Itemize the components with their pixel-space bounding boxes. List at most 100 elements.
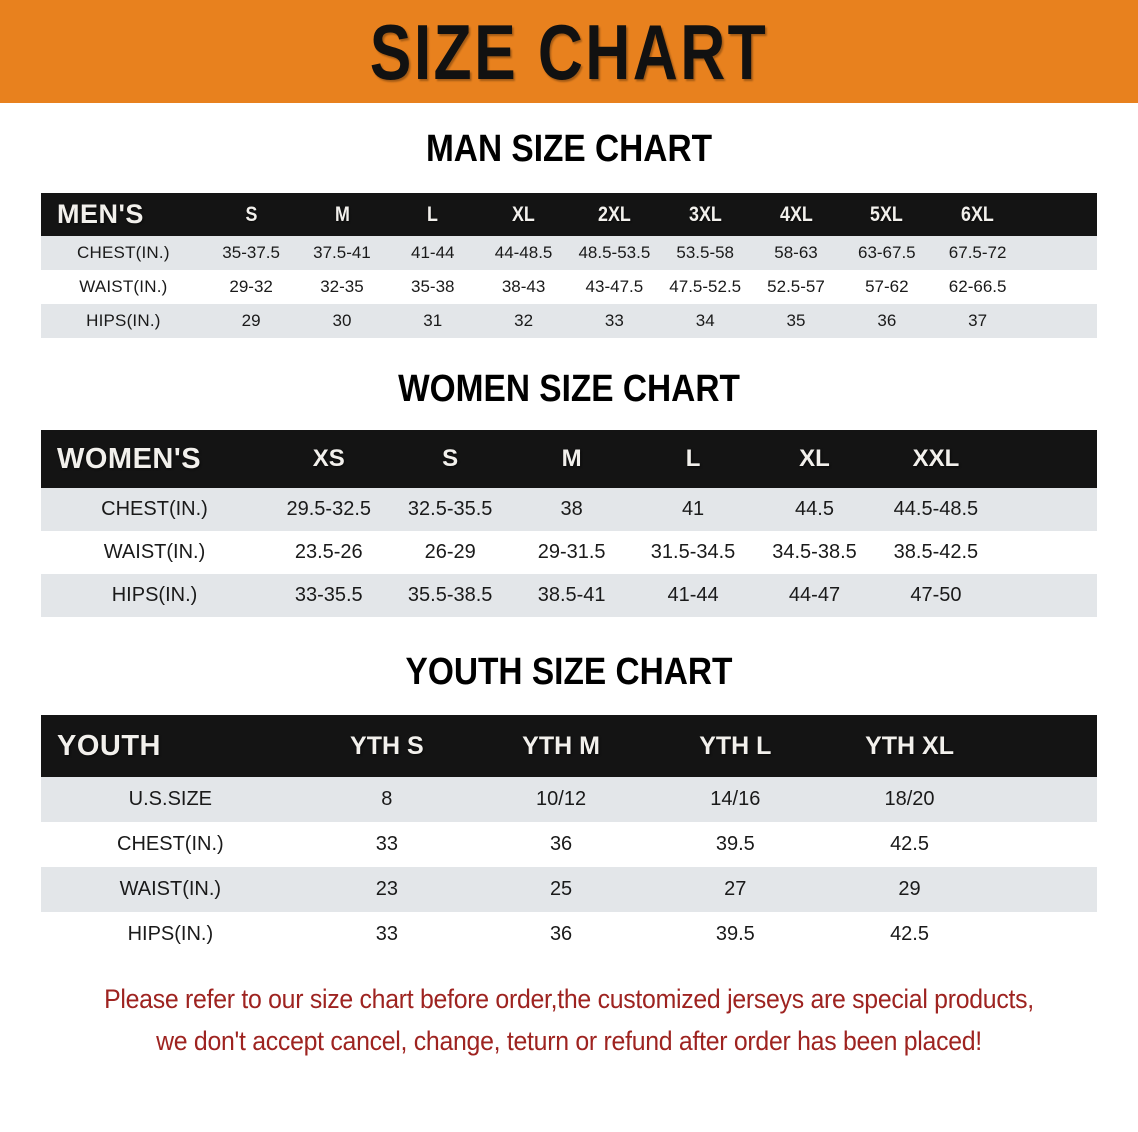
youth-hips-1: 36 xyxy=(549,923,573,945)
women-chest-3: 41 xyxy=(681,498,705,520)
youth-chest-0: 33 xyxy=(375,833,398,855)
table-row: HIPS(IN.) 33 36 39.5 42.5 xyxy=(41,912,1097,957)
man-size-table-wrapper: MEN'S S M L XL 2XL 3XL 4XL 5XL 6XL CHEST… xyxy=(41,193,1097,338)
women-hips-4: 44-47 xyxy=(788,584,841,606)
man-waist-8: 62-66.5 xyxy=(948,277,1007,296)
man-size-col-4: 2XL xyxy=(598,202,631,226)
man-chest-2: 41-44 xyxy=(411,243,455,262)
man-hips-8: 37 xyxy=(968,311,988,330)
man-size-col-3: XL xyxy=(512,202,535,226)
women-section-title: WOMEN SIZE CHART xyxy=(398,368,740,410)
man-chest-6: 58-63 xyxy=(774,243,818,262)
women-waist-2: 29-31.5 xyxy=(537,541,606,563)
man-row-label-chest: CHEST(IN.) xyxy=(77,243,170,262)
women-size-col-4: XL xyxy=(799,445,830,472)
man-hips-spacer xyxy=(1023,304,1097,338)
youth-row-label-chest: CHEST(IN.) xyxy=(117,833,224,855)
man-size-col-8: 6XL xyxy=(961,202,995,226)
youth-waist-spacer xyxy=(997,867,1097,912)
youth-table-header-row: YOUTH YTH S YTH M YTH L YTH XL xyxy=(41,715,1097,777)
disclaimer-line-1: Please refer to our size chart before or… xyxy=(104,984,1034,1014)
youth-chest-3: 42.5 xyxy=(890,833,929,855)
women-size-col-0: XS xyxy=(312,445,345,472)
man-chest-7: 63-67.5 xyxy=(857,243,916,262)
table-row: CHEST(IN.) 29.5-32.5 32.5-35.5 38 41 44.… xyxy=(41,488,1097,531)
youth-hips-3: 42.5 xyxy=(890,923,929,945)
youth-ussize-spacer xyxy=(997,777,1097,822)
youth-size-col-3: YTH XL xyxy=(865,731,954,760)
table-row: WAIST(IN.) 23.5-26 26-29 29-31.5 31.5-34… xyxy=(41,531,1097,574)
youth-size-table-wrapper: YOUTH YTH S YTH M YTH L YTH XL U.S.SIZE … xyxy=(41,715,1097,957)
man-row-label-hips: HIPS(IN.) xyxy=(86,311,161,330)
women-size-table: WOMEN'S XS S M L XL XXL CHEST(IN.) 29.5-… xyxy=(41,430,1097,617)
table-row: HIPS(IN.) 29 30 31 32 33 34 35 36 37 xyxy=(41,304,1097,338)
women-waist-5: 38.5-42.5 xyxy=(893,541,979,563)
man-chest-8: 67.5-72 xyxy=(948,243,1007,262)
man-size-col-5: 3XL xyxy=(688,202,722,226)
women-size-col-2: M xyxy=(561,445,582,472)
youth-section-title: YOUTH SIZE CHART xyxy=(405,651,733,693)
disclaimer-line-2: we don't accept cancel, change, teturn o… xyxy=(156,1025,982,1056)
page-title: SIZE CHART xyxy=(369,7,769,96)
man-hips-7: 36 xyxy=(877,311,897,330)
women-chest-5: 44.5-48.5 xyxy=(893,498,979,520)
youth-row-label-waist: WAIST(IN.) xyxy=(119,878,222,900)
page-banner: SIZE CHART xyxy=(0,0,1138,103)
man-table-body: MEN'S S M L XL 2XL 3XL 4XL 5XL 6XL CHEST… xyxy=(41,193,1097,338)
youth-size-col-0: YTH S xyxy=(350,731,424,760)
women-waist-4: 34.5-38.5 xyxy=(772,541,857,563)
youth-row-label-ussize: U.S.SIZE xyxy=(128,788,213,810)
youth-header-label: YOUTH xyxy=(57,729,161,762)
women-hips-1: 35.5-38.5 xyxy=(407,584,493,606)
women-row-label-chest: CHEST(IN.) xyxy=(101,498,208,520)
youth-waist-3: 29 xyxy=(898,878,921,900)
man-size-col-2: L xyxy=(427,202,439,226)
women-hips-2: 38.5-41 xyxy=(537,584,606,606)
man-chest-4: 48.5-53.5 xyxy=(578,243,651,262)
man-size-col-0: S xyxy=(245,202,258,226)
man-chest-0: 35-37.5 xyxy=(222,243,280,262)
table-row: CHEST(IN.) 35-37.5 37.5-41 41-44 44-48.5… xyxy=(41,236,1097,270)
man-chest-3: 44-48.5 xyxy=(494,243,553,262)
man-chest-5: 53.5-58 xyxy=(676,243,735,262)
youth-waist-2: 27 xyxy=(724,878,747,900)
man-header-label: MEN'S xyxy=(57,199,144,229)
women-hips-3: 41-44 xyxy=(667,584,719,606)
man-hips-3: 32 xyxy=(514,311,534,330)
man-size-col-spacer xyxy=(1029,193,1092,236)
women-hips-0: 33-35.5 xyxy=(294,584,363,606)
youth-size-col-2: YTH L xyxy=(699,731,772,760)
women-chest-2: 38 xyxy=(560,498,583,520)
table-row: WAIST(IN.) 23 25 27 29 xyxy=(41,867,1097,912)
youth-chest-2: 39.5 xyxy=(715,833,755,855)
man-size-col-1: M xyxy=(334,202,350,226)
youth-size-table: YOUTH YTH S YTH M YTH L YTH XL U.S.SIZE … xyxy=(41,715,1097,957)
youth-row-label-hips: HIPS(IN.) xyxy=(127,923,214,945)
women-size-col-1: S xyxy=(442,445,459,472)
youth-ussize-3: 18/20 xyxy=(884,788,935,810)
man-chest-spacer xyxy=(1023,236,1097,270)
man-waist-0: 29-32 xyxy=(229,277,273,296)
table-row: HIPS(IN.) 33-35.5 35.5-38.5 38.5-41 41-4… xyxy=(41,574,1097,617)
man-hips-0: 29 xyxy=(241,311,261,330)
women-size-col-5: XXL xyxy=(912,445,960,472)
youth-hips-2: 39.5 xyxy=(715,923,755,945)
women-chest-4: 44.5 xyxy=(795,498,834,520)
table-row: WAIST(IN.) 29-32 32-35 35-38 38-43 43-47… xyxy=(41,270,1097,304)
women-size-table-wrapper: WOMEN'S XS S M L XL XXL CHEST(IN.) 29.5-… xyxy=(41,430,1097,617)
man-size-table: MEN'S S M L XL 2XL 3XL 4XL 5XL 6XL CHEST… xyxy=(41,193,1097,338)
man-waist-spacer xyxy=(1023,270,1097,304)
youth-table-body: YOUTH YTH S YTH M YTH L YTH XL U.S.SIZE … xyxy=(41,715,1097,957)
man-hips-1: 30 xyxy=(332,311,352,330)
man-chest-1: 37.5-41 xyxy=(313,243,371,262)
women-waist-1: 26-29 xyxy=(424,541,476,563)
women-table-body: WOMEN'S XS S M L XL XXL CHEST(IN.) 29.5-… xyxy=(41,430,1097,617)
women-size-col-spacer xyxy=(997,430,1097,488)
man-hips-2: 31 xyxy=(423,311,443,330)
women-hips-5: 47-50 xyxy=(910,584,962,606)
women-chest-spacer xyxy=(997,488,1097,531)
women-waist-0: 23.5-26 xyxy=(294,541,363,563)
man-table-header-row: MEN'S S M L XL 2XL 3XL 4XL 5XL 6XL xyxy=(41,193,1097,236)
women-hips-spacer xyxy=(997,574,1097,617)
man-row-label-waist: WAIST(IN.) xyxy=(79,277,168,296)
